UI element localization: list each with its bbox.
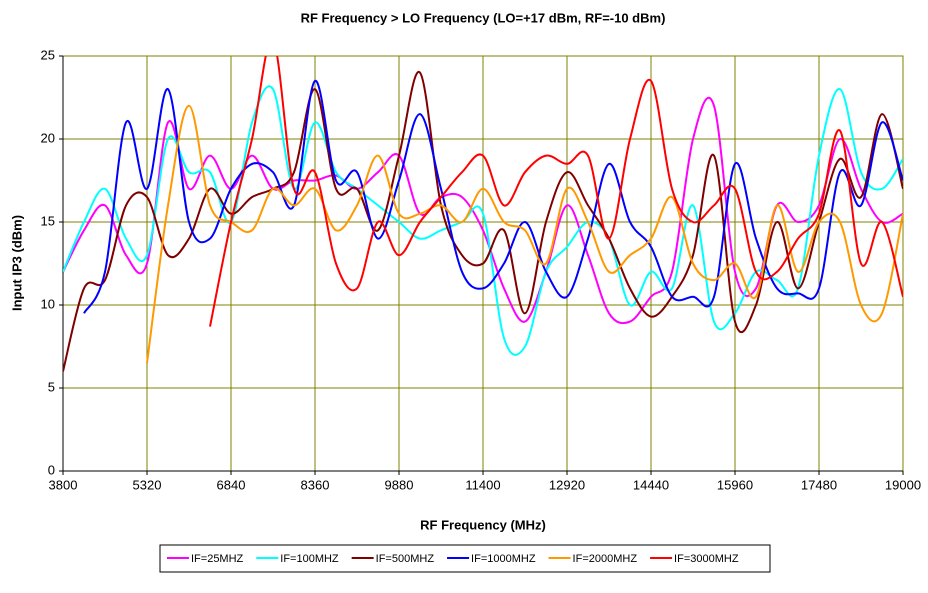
- legend-label: IF=1000MHZ: [471, 553, 536, 565]
- legend-label: IF=25MHZ: [191, 553, 244, 565]
- x-tick-label: 12920: [549, 477, 585, 492]
- x-tick-label: 6840: [217, 477, 246, 492]
- x-tick-label: 5320: [133, 477, 162, 492]
- x-tick-label: 19000: [885, 477, 921, 492]
- series-line: [209, 56, 903, 327]
- x-tick-label: 11400: [465, 477, 500, 492]
- legend-label: IF=500MHZ: [376, 553, 435, 565]
- x-tick-label: 8360: [301, 477, 330, 492]
- x-tick-label: 15960: [717, 477, 753, 492]
- y-tick-label: 10: [41, 296, 55, 311]
- y-axis-label: Input IP3 (dBm): [9, 215, 24, 311]
- series-line: [63, 85, 903, 356]
- chart-title: RF Frequency > LO Frequency (LO=+17 dBm,…: [301, 10, 666, 25]
- x-tick-label: 3800: [49, 477, 78, 492]
- legend-label: IF=2000MHZ: [573, 553, 638, 565]
- x-tick-label: 9880: [385, 477, 414, 492]
- y-tick-label: 15: [41, 213, 55, 228]
- y-tick-label: 20: [41, 130, 55, 145]
- legend-label: IF=3000MHZ: [674, 553, 739, 565]
- y-tick-label: 25: [41, 47, 55, 62]
- series-line: [63, 71, 903, 372]
- x-axis-label: RF Frequency (MHz): [420, 517, 546, 532]
- series-line: [83, 79, 903, 314]
- x-tick-label: 14440: [633, 477, 669, 492]
- series-line: [146, 104, 903, 364]
- legend-label: IF=100MHZ: [280, 553, 339, 565]
- y-tick-label: 5: [48, 379, 55, 394]
- x-tick-label: 17480: [801, 477, 837, 492]
- y-tick-label: 0: [48, 462, 55, 477]
